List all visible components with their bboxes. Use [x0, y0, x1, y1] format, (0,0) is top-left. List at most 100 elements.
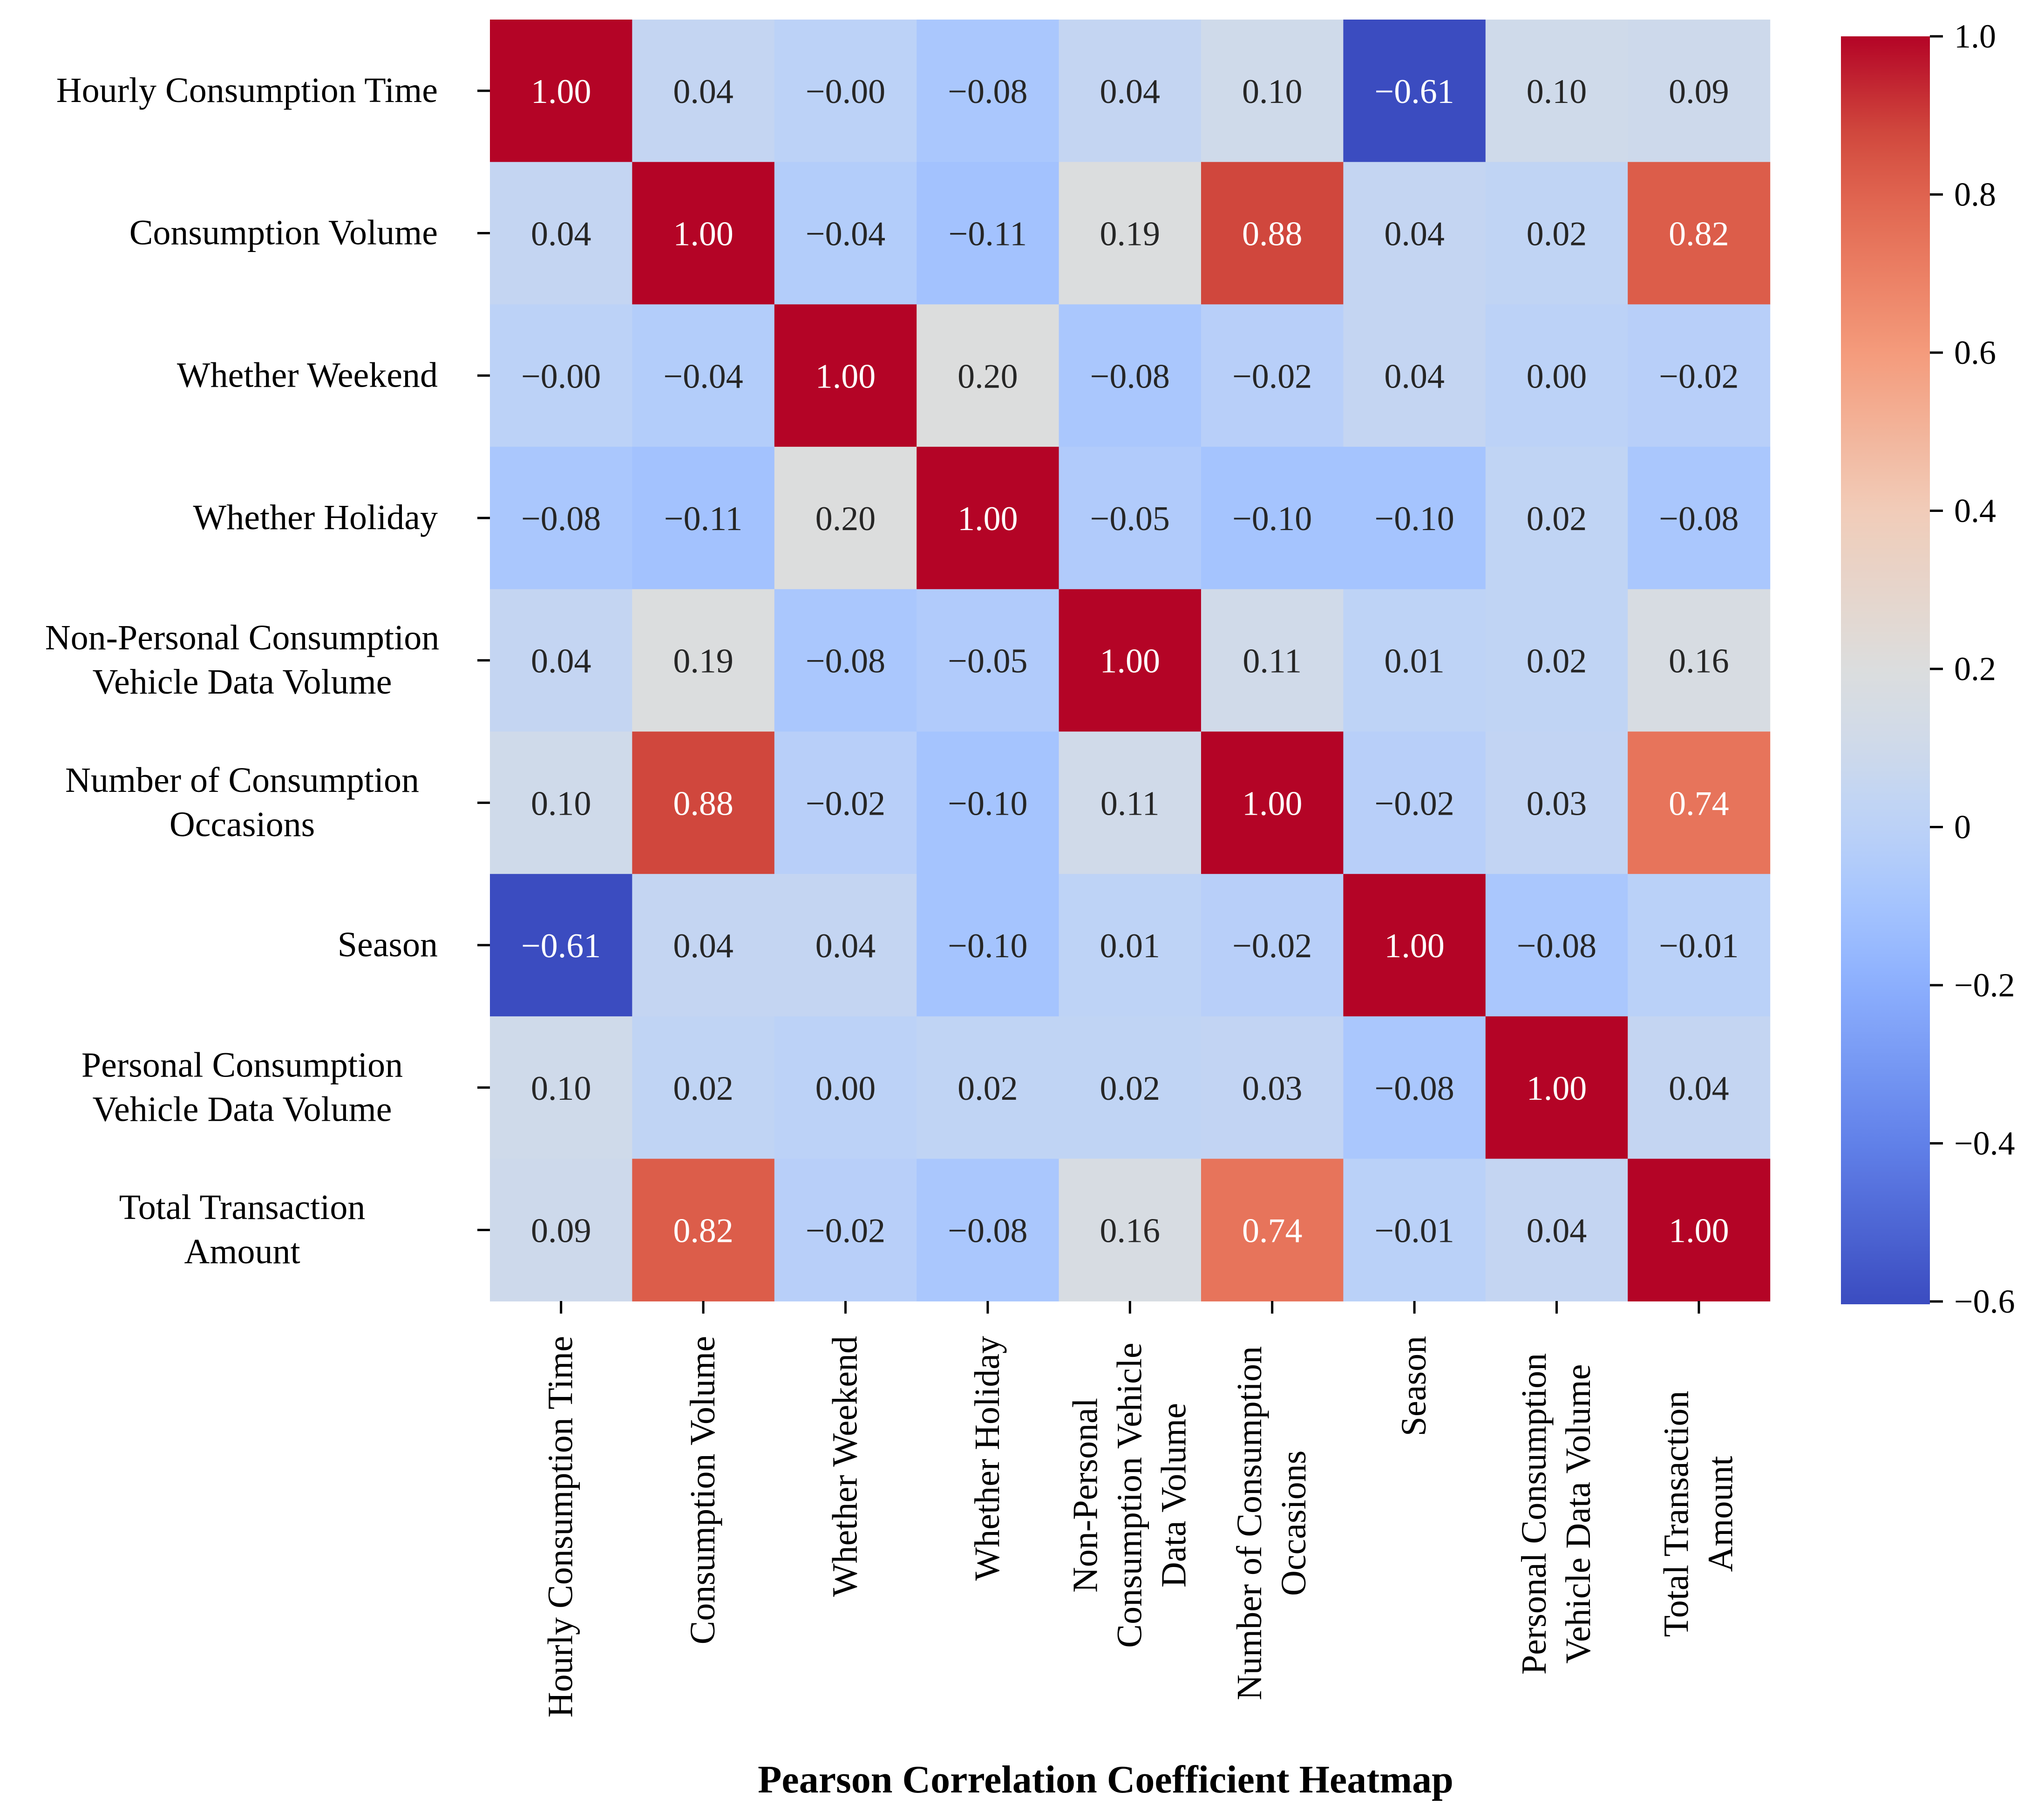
heatmap-cell — [1628, 874, 1771, 1017]
cell-value-label: −0.05 — [948, 642, 1027, 681]
cell-value-label: −0.01 — [1374, 1212, 1454, 1250]
colorbar-tick-label: −0.6 — [1954, 1283, 2015, 1320]
heatmap-cell — [774, 1016, 917, 1159]
cell-value-label: −0.00 — [806, 73, 885, 111]
colorbar-tick-label: −0.4 — [1954, 1125, 2015, 1162]
cell-value-label: −0.08 — [1090, 357, 1170, 395]
heatmap-cell — [490, 1016, 632, 1159]
cell-value-label: 0.01 — [1100, 927, 1161, 965]
heatmap-cell — [1201, 304, 1344, 447]
heatmap-cell — [1628, 447, 1771, 590]
cell-value-label: 0.82 — [673, 1212, 733, 1250]
heatmap-cell — [1343, 731, 1486, 874]
y-tick-label: Vehicle Data Volume — [92, 1090, 392, 1129]
cell-value-label: 0.88 — [1242, 215, 1303, 253]
heatmap-cell — [490, 304, 632, 447]
cell-value-label: 0.02 — [1100, 1069, 1161, 1108]
heatmap-cell — [1485, 1016, 1628, 1159]
heatmap-cell — [632, 874, 775, 1017]
cell-value-label: 0.02 — [673, 1069, 733, 1108]
heatmap-cell — [1485, 1158, 1628, 1301]
heatmap-cell — [774, 162, 917, 305]
cell-value-label: 0.02 — [1527, 215, 1587, 253]
heatmap-cell — [917, 304, 1059, 447]
cell-value-label: −0.04 — [663, 357, 743, 395]
heatmap-cell — [917, 447, 1059, 590]
x-tick-label: Personal Consumption — [1514, 1353, 1554, 1675]
heatmap-cell — [1343, 304, 1486, 447]
cell-value-label: 0.04 — [1100, 73, 1161, 111]
heatmap-cell — [1059, 874, 1202, 1017]
cell-value-label: −0.08 — [1659, 500, 1738, 538]
cell-value-label: −0.02 — [1232, 927, 1312, 965]
heatmap-cell — [1343, 1016, 1486, 1159]
heatmap-cell — [1201, 589, 1344, 732]
y-tick-label: Total Transaction — [119, 1188, 366, 1227]
y-tick-label: Vehicle Data Volume — [92, 662, 392, 702]
colorbar-tick-label: 0.6 — [1954, 334, 1996, 371]
cell-value-label: 0.16 — [1669, 642, 1729, 681]
cell-value-label: 0.11 — [1243, 642, 1302, 681]
x-tick-label: Occasions — [1274, 1451, 1313, 1596]
cell-value-label: −0.10 — [1232, 500, 1312, 538]
colorbar-tick-label: 1.0 — [1954, 18, 1996, 55]
cell-value-label: −0.01 — [1659, 927, 1738, 965]
cell-value-label: −0.08 — [521, 500, 601, 538]
cell-value-label: 0.20 — [957, 357, 1018, 395]
cell-value-label: −0.10 — [948, 927, 1027, 965]
x-tick-label: Vehicle Data Volume — [1559, 1364, 1598, 1663]
heatmap-cell — [1628, 1158, 1771, 1301]
cell-value-label: −0.08 — [806, 642, 885, 681]
y-tick-label: Personal Consumption — [81, 1045, 403, 1084]
heatmap-cell — [632, 162, 775, 305]
cell-value-label: 0.74 — [1242, 1212, 1303, 1250]
cell-value-label: −0.08 — [1374, 1069, 1454, 1108]
colorbar-tick-label: 0.8 — [1954, 176, 1996, 213]
heatmap-cell — [1343, 20, 1486, 163]
heatmap-cell — [1059, 1158, 1202, 1301]
heatmap-cell — [632, 1158, 775, 1301]
cell-value-label: 0.19 — [673, 642, 733, 681]
heatmap-cell — [774, 447, 917, 590]
heatmap-cell — [1201, 447, 1344, 590]
cell-value-label: 0.88 — [673, 784, 733, 823]
cell-value-label: −0.02 — [1659, 357, 1738, 395]
x-tick-label: Whether Holiday — [968, 1336, 1007, 1580]
cell-value-label: 0.00 — [1527, 357, 1587, 395]
x-tick-label: Data Volume — [1154, 1403, 1193, 1587]
cell-value-label: −0.00 — [521, 357, 601, 395]
y-tick-label: Whether Holiday — [193, 498, 438, 537]
cell-value-label: −0.11 — [949, 215, 1027, 253]
cell-value-label: −0.61 — [1374, 73, 1454, 111]
heatmap-cells: 1.00 0.04 −0.00 −0.08 0.04 0.10 −0.61 0.10 0.09 0… — [490, 20, 1771, 1301]
cell-value-label: 0.09 — [531, 1212, 591, 1250]
heatmap-cell — [1059, 447, 1202, 590]
heatmap-cell — [1059, 1016, 1202, 1159]
cell-value-label: 0.03 — [1527, 784, 1587, 823]
y-tick-label: Occasions — [170, 805, 315, 844]
heatmap-cell — [1059, 589, 1202, 732]
cell-value-label: 0.04 — [531, 642, 591, 681]
cell-value-label: 0.10 — [1527, 73, 1587, 111]
cell-value-label: −0.04 — [806, 215, 885, 253]
cell-value-label: 1.00 — [531, 73, 591, 111]
cell-value-label: 0.04 — [1669, 1069, 1729, 1108]
cell-value-label: −0.02 — [1374, 784, 1454, 823]
heatmap-cell — [774, 874, 917, 1017]
heatmap-cell — [490, 589, 632, 732]
cell-value-label: −0.02 — [806, 784, 885, 823]
cell-value-label: 0.10 — [531, 1069, 591, 1108]
cell-value-label: 1.00 — [1242, 784, 1303, 823]
heatmap-cell — [1485, 874, 1628, 1017]
heatmap-cell — [1485, 589, 1628, 732]
heatmap-cell — [1485, 731, 1628, 874]
cell-value-label: −0.11 — [664, 500, 743, 538]
x-axis-labels: Hourly Consumption Time Consumption Volum… — [541, 1301, 1740, 1717]
heatmap-cell — [1201, 162, 1344, 305]
cell-value-label: 1.00 — [957, 500, 1018, 538]
heatmap-cell — [1343, 874, 1486, 1017]
cell-value-label: −0.02 — [806, 1212, 885, 1250]
x-tick-label: Number of Consumption — [1230, 1346, 1269, 1700]
heatmap-cell — [1628, 731, 1771, 874]
